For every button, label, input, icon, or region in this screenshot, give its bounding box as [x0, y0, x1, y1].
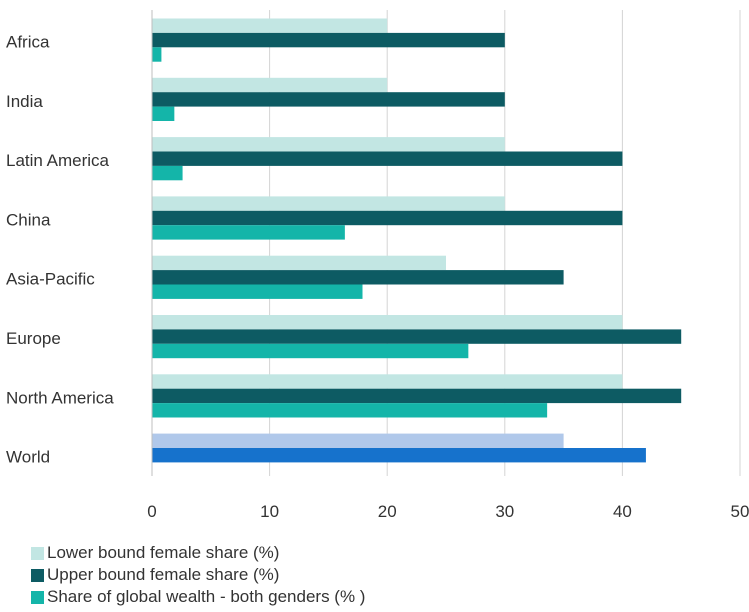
- x-tick-label: 30: [495, 502, 514, 521]
- bar: [152, 388, 682, 404]
- bar: [152, 165, 183, 181]
- bar: [152, 92, 505, 107]
- x-tick-label: 0: [147, 502, 156, 521]
- bar: [152, 151, 623, 166]
- legend-item: Upper bound female share (%): [31, 564, 365, 586]
- bar: [152, 210, 623, 226]
- bar: [152, 270, 564, 285]
- legend-swatch: [31, 546, 44, 560]
- bar: [152, 255, 446, 271]
- bar: [152, 374, 623, 389]
- bar: [152, 284, 363, 299]
- bar-chart: 0 10 20 30 40 50 Africa India Latin America China…: [6, 10, 749, 521]
- bar: [152, 32, 505, 48]
- bar: [152, 77, 388, 93]
- legend-swatch: [31, 590, 44, 604]
- bar: [152, 343, 469, 359]
- x-tick-label: 10: [260, 502, 279, 521]
- bar: [152, 403, 548, 418]
- category-label: Asia-Pacific: [6, 270, 95, 289]
- bar: [152, 225, 345, 240]
- bar: [152, 433, 564, 448]
- category-label: Latin America: [6, 151, 110, 170]
- x-tick-label: 40: [613, 502, 632, 521]
- legend-item: Lower bound female share (%): [31, 542, 365, 564]
- x-tick-label: 20: [378, 502, 397, 521]
- legend-swatch: [31, 568, 44, 582]
- bar: [152, 315, 623, 330]
- bar: [152, 196, 505, 211]
- category-label: China: [6, 210, 51, 229]
- bar: [152, 18, 388, 33]
- legend-item: Share of global wealth - both genders (%…: [31, 586, 365, 608]
- legend-label: Lower bound female share (%): [47, 543, 280, 562]
- bar: [152, 329, 682, 344]
- bar: [152, 106, 175, 121]
- category-label: Europe: [6, 329, 61, 348]
- category-label: North America: [6, 388, 114, 407]
- chart-legend: Lower bound female share (%) Upper bound …: [31, 542, 365, 608]
- bar: [152, 137, 505, 152]
- bar: [152, 448, 646, 463]
- category-label: World: [6, 448, 50, 467]
- category-label: India: [6, 92, 43, 111]
- category-label: Africa: [6, 33, 50, 52]
- x-tick-label: 50: [731, 502, 749, 521]
- bar: [152, 47, 162, 62]
- legend-label: Upper bound female share (%): [47, 565, 280, 584]
- legend-label: Share of global wealth - both genders (%…: [47, 587, 366, 606]
